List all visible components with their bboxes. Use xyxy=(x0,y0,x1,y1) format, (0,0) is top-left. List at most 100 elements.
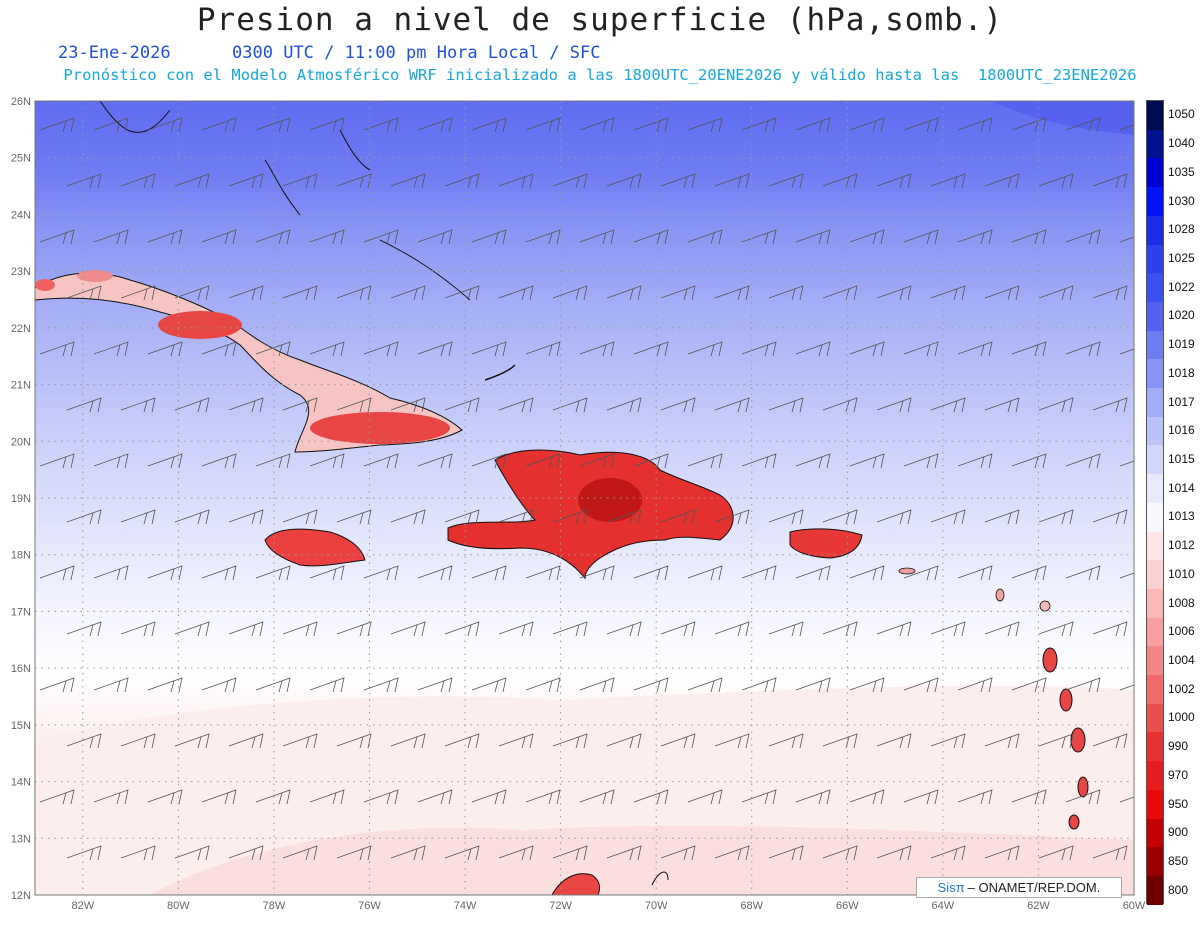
wind-barb xyxy=(930,285,966,301)
colorbar-label: 1010 xyxy=(1168,566,1195,581)
wind-barb xyxy=(417,341,453,357)
wind-barb xyxy=(174,621,210,637)
wind-barb xyxy=(471,453,507,469)
wind-barb xyxy=(174,509,210,525)
wind-barb xyxy=(120,397,156,413)
colorbar-label: 1008 xyxy=(1168,595,1195,610)
wind-barb xyxy=(984,285,1020,301)
wind-barb xyxy=(201,229,237,245)
wind-barb xyxy=(147,453,183,469)
wind-barb xyxy=(957,565,993,581)
wind-barb xyxy=(1065,453,1101,469)
wind-barb xyxy=(903,453,939,469)
wind-barb xyxy=(876,173,912,189)
wind-barb xyxy=(768,173,804,189)
wind-barb xyxy=(741,677,777,693)
wind-barb xyxy=(687,117,723,133)
wind-barb xyxy=(1119,236,1134,243)
lat-label: 16N xyxy=(11,663,31,675)
wind-barb xyxy=(201,565,237,581)
wind-barb xyxy=(309,453,345,469)
wind-barb xyxy=(849,341,885,357)
wind-barb xyxy=(390,397,426,413)
colorbar-label: 1020 xyxy=(1168,308,1195,323)
wind-barb xyxy=(795,229,831,245)
wind-barb xyxy=(1011,453,1047,469)
wind-barb xyxy=(552,845,588,861)
wind-barb xyxy=(660,733,696,749)
colorbar-swatch xyxy=(1147,388,1163,417)
wind-barb xyxy=(1065,565,1101,581)
wind-barb xyxy=(444,733,480,749)
wind-barb xyxy=(120,285,156,301)
lat-label: 20N xyxy=(11,436,31,448)
colorbar-swatch xyxy=(1147,560,1163,589)
wind-barb xyxy=(984,621,1020,637)
colorbar-label: 1004 xyxy=(1168,652,1195,667)
wind-barb xyxy=(795,565,831,581)
colorbar-label: 1000 xyxy=(1168,710,1195,725)
wind-barb xyxy=(957,229,993,245)
wind-barb xyxy=(1065,229,1101,245)
wind-barb xyxy=(93,453,129,469)
wind-barb xyxy=(363,565,399,581)
wind-barb xyxy=(282,621,318,637)
wind-barb xyxy=(309,117,345,133)
wind-barb xyxy=(876,285,912,301)
wind-barb xyxy=(174,733,210,749)
colorbar-label: 1002 xyxy=(1168,681,1195,696)
wind-barb xyxy=(66,397,102,413)
lon-label: 74W xyxy=(454,900,477,912)
lat-label: 26N xyxy=(11,96,31,108)
wind-barb xyxy=(579,453,615,469)
sispi-logo: Sisπ xyxy=(937,880,965,895)
wind-barb xyxy=(903,229,939,245)
wind-barb xyxy=(660,285,696,301)
wind-barb xyxy=(255,677,291,693)
wind-barb xyxy=(849,117,885,133)
wind-barb xyxy=(498,285,534,301)
wind-barb xyxy=(1092,845,1128,861)
wind-barb xyxy=(498,845,534,861)
wind-barb xyxy=(984,845,1020,861)
wind-barb xyxy=(930,621,966,637)
wind-barb xyxy=(606,397,642,413)
wind-barb xyxy=(363,117,399,133)
wind-barb xyxy=(228,845,264,861)
lat-label: 18N xyxy=(11,550,31,562)
wind-barb xyxy=(1065,341,1101,357)
wind-barb xyxy=(417,453,453,469)
lat-label: 17N xyxy=(11,606,31,618)
wind-barb xyxy=(741,453,777,469)
wind-barb xyxy=(957,677,993,693)
lon-label: 70W xyxy=(645,900,668,912)
colorbar-label: 990 xyxy=(1168,739,1189,754)
wind-barb xyxy=(876,509,912,525)
wind-barb xyxy=(957,453,993,469)
wind-barb xyxy=(1092,733,1128,749)
wind-barb xyxy=(795,789,831,805)
wind-barb xyxy=(1038,621,1074,637)
colorbar-label: 1028 xyxy=(1168,222,1195,237)
wind-barb xyxy=(1092,397,1128,413)
wind-barb xyxy=(849,789,885,805)
wind-barb xyxy=(201,677,237,693)
colorbar-swatch xyxy=(1147,847,1163,876)
wind-barb xyxy=(1038,509,1074,525)
wind-barb xyxy=(768,397,804,413)
wind-barb xyxy=(228,509,264,525)
colorbar-swatch xyxy=(1147,732,1163,762)
wind-barb xyxy=(498,397,534,413)
wind-barb xyxy=(93,565,129,581)
wind-barb xyxy=(147,677,183,693)
wind-barb xyxy=(741,341,777,357)
wind-barb xyxy=(498,173,534,189)
wind-barb xyxy=(822,621,858,637)
wind-barb xyxy=(444,509,480,525)
wind-barb xyxy=(444,397,480,413)
wind-barb xyxy=(984,173,1020,189)
wind-barb xyxy=(606,509,642,525)
wind-barb xyxy=(687,565,723,581)
wind-barb xyxy=(39,453,75,469)
wind-barb xyxy=(444,173,480,189)
